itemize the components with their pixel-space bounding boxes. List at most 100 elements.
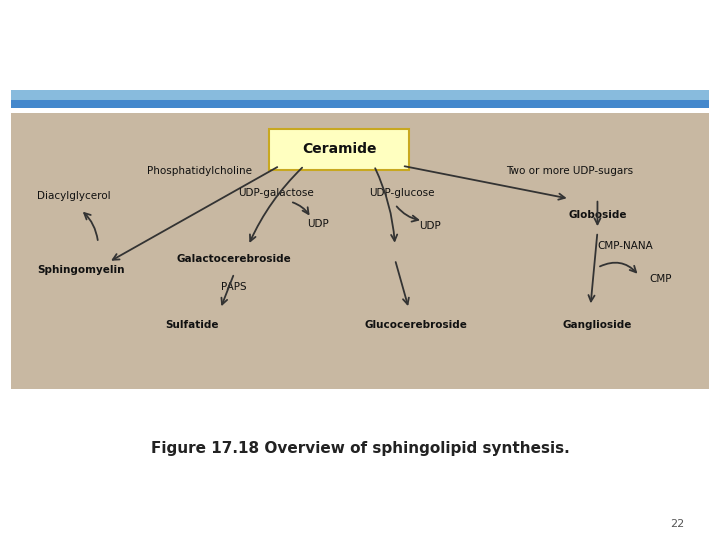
Bar <box>11 106 709 107</box>
Bar <box>11 107 709 108</box>
Bar <box>11 106 709 107</box>
Bar <box>11 106 709 107</box>
Bar <box>11 106 709 107</box>
Bar <box>11 106 709 107</box>
Bar <box>11 106 709 107</box>
Bar <box>11 106 709 107</box>
Bar <box>11 106 709 107</box>
Bar <box>11 107 709 108</box>
Bar <box>11 106 709 107</box>
Text: UDP: UDP <box>419 221 441 231</box>
Bar <box>11 106 709 107</box>
Bar <box>11 107 709 108</box>
Bar <box>11 106 709 107</box>
Bar <box>11 106 709 107</box>
Bar <box>11 106 709 107</box>
Bar <box>11 106 709 107</box>
FancyBboxPatch shape <box>269 129 409 170</box>
Bar <box>11 107 709 108</box>
Bar <box>11 106 709 107</box>
Text: Globoside: Globoside <box>568 210 626 220</box>
Bar <box>11 106 709 107</box>
Bar <box>11 106 709 107</box>
FancyBboxPatch shape <box>4 111 716 392</box>
Bar <box>11 106 709 108</box>
Bar <box>11 90 709 100</box>
Text: CMP: CMP <box>649 274 672 284</box>
Bar <box>11 106 709 108</box>
Bar <box>11 106 709 107</box>
Bar <box>11 106 709 107</box>
Bar <box>11 106 709 108</box>
Bar <box>11 106 709 107</box>
Text: Phosphatidylcholine: Phosphatidylcholine <box>147 166 252 176</box>
Text: CMP-NANA: CMP-NANA <box>598 241 653 251</box>
Bar <box>11 106 709 107</box>
Bar <box>11 106 709 108</box>
Text: Sphingomyelin: Sphingomyelin <box>37 265 125 275</box>
Bar <box>11 107 709 108</box>
Bar <box>11 106 709 107</box>
Bar <box>11 106 709 107</box>
Bar <box>11 106 709 107</box>
Bar <box>11 107 709 108</box>
Bar <box>11 106 709 107</box>
Bar <box>11 106 709 107</box>
Bar <box>11 106 709 107</box>
Text: UDP-galactose: UDP-galactose <box>238 188 314 198</box>
Bar <box>11 106 709 107</box>
Bar <box>11 106 709 107</box>
Bar <box>11 100 709 108</box>
Text: PAPS: PAPS <box>222 282 247 292</box>
Bar <box>11 105 709 107</box>
Bar <box>11 106 709 108</box>
Bar <box>11 106 709 107</box>
Text: Ceramide: Ceramide <box>302 142 377 156</box>
Bar <box>11 106 709 107</box>
Text: UDP-glucose: UDP-glucose <box>369 188 435 198</box>
Bar <box>11 106 709 107</box>
Bar <box>11 106 709 107</box>
Bar <box>11 106 709 107</box>
Bar <box>11 106 709 108</box>
Bar <box>11 106 709 107</box>
Text: Galactocerebroside: Galactocerebroside <box>177 254 292 265</box>
Bar <box>11 106 709 107</box>
Bar <box>11 106 709 107</box>
Bar <box>11 106 709 107</box>
Bar <box>11 106 709 107</box>
Text: Ganglioside: Ganglioside <box>563 320 632 330</box>
Bar <box>11 106 709 107</box>
Bar <box>11 106 709 107</box>
Text: Two or more UDP-sugars: Two or more UDP-sugars <box>506 166 633 176</box>
Bar <box>11 106 709 107</box>
Bar <box>11 106 709 107</box>
Bar <box>11 106 709 107</box>
Bar <box>11 106 709 107</box>
Bar <box>11 106 709 108</box>
Bar <box>11 106 709 107</box>
Bar <box>11 106 709 108</box>
Bar <box>11 105 709 107</box>
Bar <box>11 106 709 107</box>
Bar <box>11 106 709 107</box>
Text: Glucocerebroside: Glucocerebroside <box>364 320 467 330</box>
Bar <box>11 106 709 108</box>
Bar <box>11 106 709 108</box>
Bar <box>11 106 709 107</box>
Bar <box>11 106 709 107</box>
Text: Sulfatide: Sulfatide <box>166 320 219 330</box>
Bar <box>11 106 709 107</box>
Bar <box>11 106 709 107</box>
Bar <box>11 105 709 107</box>
Bar <box>11 106 709 107</box>
Bar <box>11 107 709 108</box>
Text: Figure 17.18 Overview of sphingolipid synthesis.: Figure 17.18 Overview of sphingolipid sy… <box>150 441 570 456</box>
Text: 22: 22 <box>670 519 684 529</box>
Text: Diacylglycerol: Diacylglycerol <box>37 191 110 201</box>
Bar <box>11 106 709 107</box>
Text: UDP: UDP <box>307 219 329 228</box>
Bar <box>11 106 709 107</box>
Bar <box>11 105 709 107</box>
Bar <box>11 106 709 107</box>
